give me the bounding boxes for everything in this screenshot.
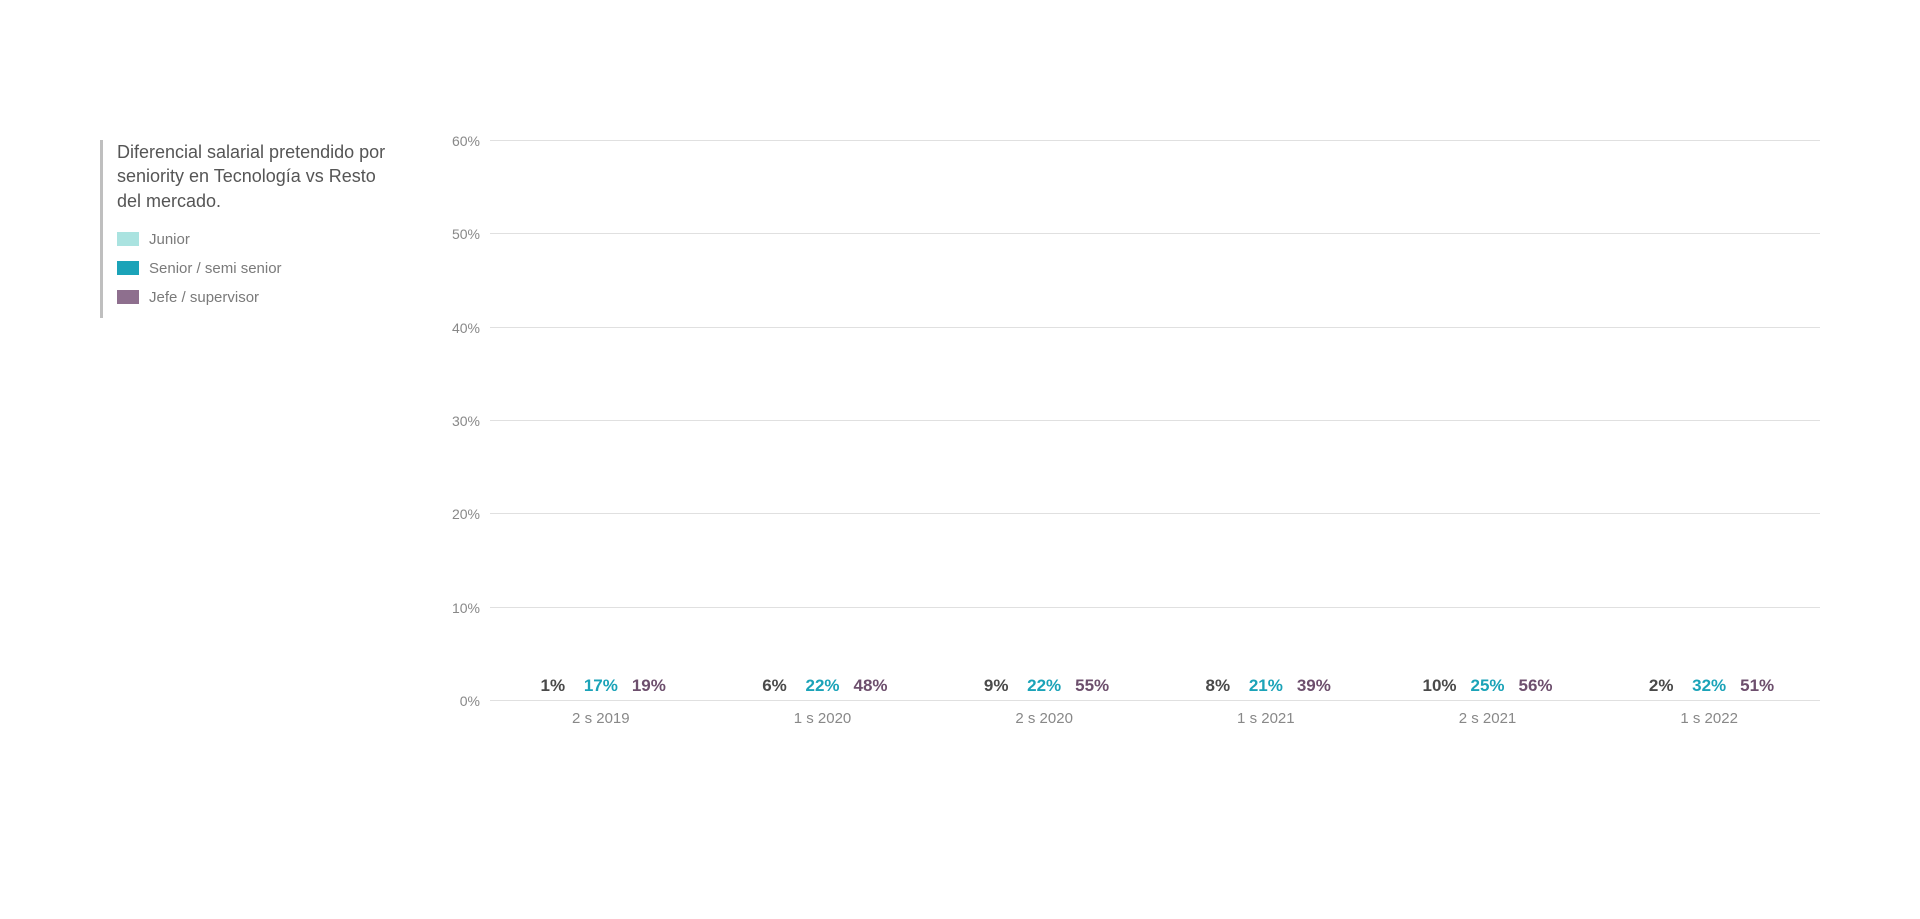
bar-value-label: 21% [1249,676,1283,700]
y-axis-label: 10% [452,600,490,616]
y-axis-label: 30% [452,413,490,429]
legend-block: Diferencial salarial pretendido por seni… [100,140,400,318]
bar-value-label: 56% [1518,676,1552,700]
gridline: 40% [490,327,1820,328]
bar-value-label: 10% [1422,676,1456,700]
bar-value-label: 55% [1075,676,1109,700]
legend-item-senior: Senior / semi senior [117,260,400,277]
legend-label-jefe: Jefe / supervisor [149,289,259,306]
y-axis-label: 40% [452,320,490,336]
gridline: 10% [490,607,1820,608]
chart: 0% 10% 20% 30% 40% 50% 60% 1% 17% 19% 6% 22% 48% 9% 22… [440,140,1820,740]
bar-value-label: 25% [1470,676,1504,700]
bar-value-label: 6% [762,676,787,700]
bar-value-label: 9% [984,676,1009,700]
swatch-senior [117,261,139,275]
bar-value-label: 1% [541,676,566,700]
bar-value-label: 8% [1206,676,1231,700]
gridline: 50% [490,233,1820,234]
swatch-junior [117,232,139,246]
legend-item-jefe: Jefe / supervisor [117,289,400,306]
legend-item-junior: Junior [117,231,400,248]
x-axis: 2 s 2019 1 s 2020 2 s 2020 1 s 2021 2 s 2021… [490,700,1820,740]
bar-value-label: 51% [1740,676,1774,700]
gridline: 20% [490,513,1820,514]
gridline: 30% [490,420,1820,421]
x-axis-label: 1 s 2022 [1680,710,1738,727]
legend-label-senior: Senior / semi senior [149,260,282,277]
bar-value-label: 2% [1649,676,1674,700]
bar-value-label: 19% [632,676,666,700]
x-axis-label: 2 s 2019 [572,710,630,727]
y-axis-label: 50% [452,226,490,242]
bar-value-label: 22% [1027,676,1061,700]
y-axis-label: 60% [452,133,490,149]
bar-value-label: 48% [853,676,887,700]
bar-value-label: 17% [584,676,618,700]
x-axis-label: 2 s 2020 [1015,710,1073,727]
plot-area: 0%10%20%30%40%50%60%1%17%19%6%22%48%9%22… [490,140,1820,700]
x-axis-label: 1 s 2021 [1237,710,1295,727]
x-axis-label: 1 s 2020 [794,710,852,727]
swatch-jefe [117,290,139,304]
legend-label-junior: Junior [149,231,190,248]
bar-value-label: 32% [1692,676,1726,700]
y-axis-label: 0% [460,693,490,709]
chart-title: Diferencial salarial pretendido por seni… [117,140,400,213]
bar-value-label: 39% [1297,676,1331,700]
gridline: 60% [490,140,1820,141]
y-axis-label: 20% [452,506,490,522]
bar-value-label: 22% [805,676,839,700]
x-axis-label: 2 s 2021 [1459,710,1517,727]
